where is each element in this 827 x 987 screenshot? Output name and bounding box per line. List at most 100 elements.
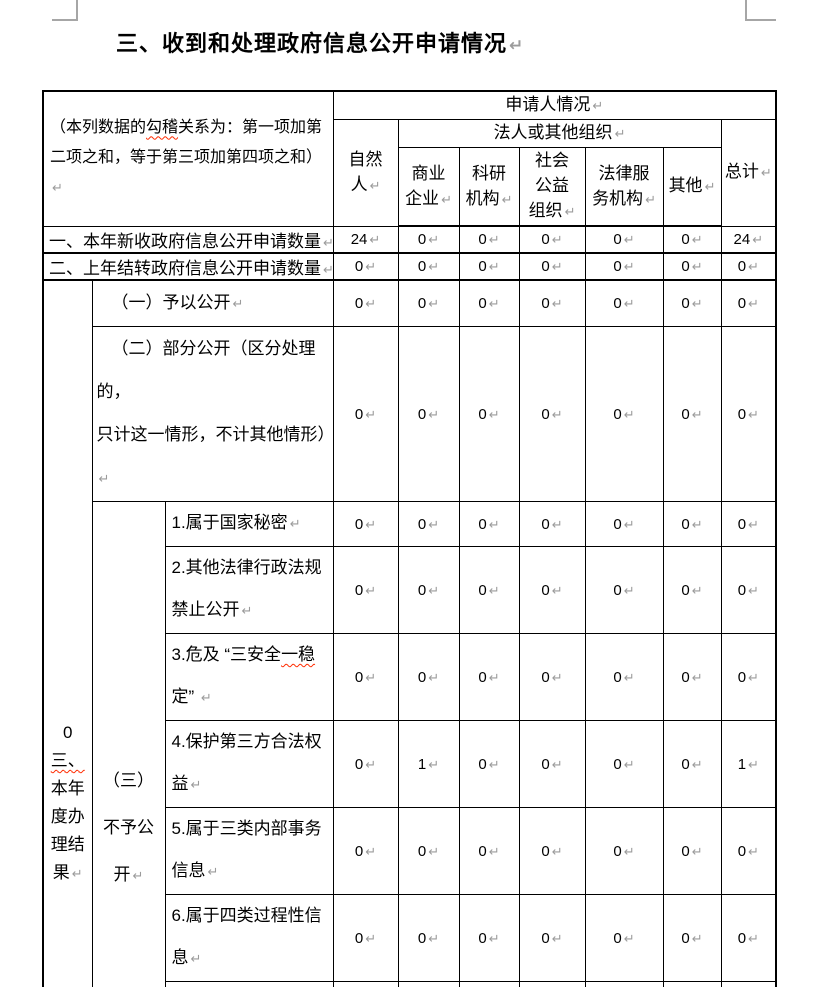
paragraph-mark: ↵ xyxy=(691,931,703,947)
cell-text: 0 xyxy=(681,258,690,275)
header-research: 科研 机构 ↵ xyxy=(458,147,520,227)
paragraph-mark: ↵ xyxy=(623,583,635,599)
paragraph-mark: ↵ xyxy=(52,181,63,197)
paragraph-mark: ↵ xyxy=(488,297,500,312)
cell-text: 0 xyxy=(541,929,550,947)
process-information-value-6: 0 ↵ xyxy=(720,894,777,982)
granted-value-0: 0 ↵ xyxy=(332,279,399,327)
endanger-stability-value-0: 0 ↵ xyxy=(332,633,399,721)
carried-over-value-6: 0 ↵ xyxy=(720,252,777,281)
paragraph-mark: ↵ xyxy=(551,233,563,248)
cell-text: 0 xyxy=(737,581,747,599)
cell-text: 0 xyxy=(681,295,690,312)
paragraph-mark: ↵ xyxy=(365,260,377,275)
paragraph-mark: ↵ xyxy=(691,757,703,773)
paragraph-mark: ↵ xyxy=(428,757,440,773)
paragraph-mark: ↵ xyxy=(365,583,377,599)
paragraph-mark: ↵ xyxy=(71,866,83,882)
carried-over-value-3: 0 ↵ xyxy=(518,252,586,281)
paragraph-mark: ↵ xyxy=(551,844,563,860)
cell-text: 0 xyxy=(417,515,427,533)
header-natural-person: 自然 人 ↵ xyxy=(332,119,399,227)
process-information-value-3: 0 ↵ xyxy=(518,894,586,982)
cell-text: 0 xyxy=(417,295,427,312)
other-laws-prohibit-value-3: 0 ↵ xyxy=(518,546,586,634)
cell-text: 0 xyxy=(613,929,622,947)
cell-text: 0 xyxy=(541,258,550,275)
cell-text: 0 xyxy=(354,258,364,275)
cell-text: 0 xyxy=(417,668,427,686)
other-laws-prohibit-value-1: 0 ↵ xyxy=(397,546,460,634)
new-received-value-2: 0 ↵ xyxy=(458,225,520,254)
paragraph-mark: ↵ xyxy=(365,670,377,686)
paragraph-mark: ↵ xyxy=(488,233,500,248)
paragraph-mark: ↵ xyxy=(551,757,563,773)
label-enforcement-files: 7.属于行政执法案卷↵ xyxy=(164,981,334,987)
process-information-value-1: 0 ↵ xyxy=(397,894,460,982)
margin-crop-mark-right xyxy=(745,0,776,21)
internal-affairs-value-4: 0 ↵ xyxy=(584,807,664,895)
paragraph-mark: ↵ xyxy=(704,180,716,195)
enforcement-files-value-3: 0↵ xyxy=(518,981,586,987)
applications-statistics-table: （本列数据的勾稽关系为：第一项加第 二项之和，等于第三项加第四项之和） ↵ 申请人… xyxy=(42,90,778,987)
paragraph-mark: ↵ xyxy=(190,952,202,967)
internal-affairs-value-2: 0 ↵ xyxy=(458,807,520,895)
paragraph-mark: ↵ xyxy=(551,517,563,533)
cell-text: 0 xyxy=(417,405,427,423)
table-row-other-laws-prohibit: 2.其他法律行政法规 禁止公开 ↵ 0 ↵ 0 ↵ 0 ↵ 0 ↵ 0 ↵ 0 ↵ 0 ↵ xyxy=(43,546,777,634)
cell-text: 0 xyxy=(681,842,690,860)
cell-text: （一）予以公开 xyxy=(111,293,231,312)
carried-over-value-5: 0 ↵ xyxy=(662,252,722,281)
cell-text: （三） 不予公 开 xyxy=(103,771,154,884)
new-received-value-3: 0 ↵ xyxy=(518,225,586,254)
state-secrets-value-3: 0 ↵ xyxy=(518,501,586,547)
cell-text: 0 xyxy=(478,258,487,275)
paragraph-mark: ↵ xyxy=(760,166,772,182)
paragraph-mark: ↵ xyxy=(623,757,635,773)
paragraph-mark: ↵ xyxy=(428,297,440,312)
state-secrets-value-6: 0 ↵ xyxy=(720,501,777,547)
other-laws-prohibit-value-5: 0 ↵ xyxy=(662,546,722,634)
paragraph-mark: ↵ xyxy=(551,670,563,686)
paragraph-mark: ↵ xyxy=(623,297,635,312)
cell-text: 2.其他法律行政法规 禁止公开 xyxy=(171,558,322,619)
paragraph-mark: ↵ xyxy=(428,233,440,248)
cell-text: 0 xyxy=(737,929,747,947)
cell-text: 0 xyxy=(417,581,427,599)
state-secrets-value-4: 0 ↵ xyxy=(584,501,664,547)
cell-text: 0 xyxy=(613,258,622,275)
new-received-value-6: 24 ↵ xyxy=(720,225,777,254)
cell-text: 0 xyxy=(541,842,550,860)
cell-text: 0 xyxy=(681,668,690,686)
new-received-value-5: 0 ↵ xyxy=(662,225,722,254)
cell-text: 一、本年新收政府信息公开申请数量 xyxy=(49,231,321,251)
paragraph-mark: ↵ xyxy=(551,407,563,423)
other-laws-prohibit-value-0: 0 ↵ xyxy=(332,546,399,634)
paragraph-mark: ↵ xyxy=(365,757,377,773)
header-legal-or-other-org: 法人或其他组织 ↵ xyxy=(397,119,722,148)
cell-text: 0 xyxy=(681,929,690,947)
paragraph-mark: ↵ xyxy=(551,931,563,947)
paragraph-mark: ↵ xyxy=(592,99,604,114)
cell-text: 0 xyxy=(417,929,427,947)
paragraph-mark: ↵ xyxy=(748,297,759,312)
paragraph-mark: ↵ xyxy=(691,260,703,275)
state-secrets-value-5: 0 ↵ xyxy=(662,501,722,547)
state-secrets-value-2: 0 ↵ xyxy=(458,501,520,547)
cell-text: 0 xyxy=(478,842,487,860)
paragraph-mark: ↵ xyxy=(428,260,440,275)
cell-text: 本年 度办 理结 果 xyxy=(50,778,85,882)
table-row-third-party-rights: 4.保护第三方合法权 益 ↵ 0 ↵ 1 ↵ 0 ↵ 0 ↵ 0 ↵ 0 ↵ 1 ↵ xyxy=(43,720,777,808)
cell-text: 0 xyxy=(478,515,487,533)
paragraph-mark: ↵ xyxy=(748,583,759,599)
cell-text: 0 xyxy=(354,515,364,533)
cell-text: 0 xyxy=(354,755,364,773)
header-text: 总计 xyxy=(724,162,759,182)
cell-text: 4.保护第三方合法权 益 xyxy=(171,732,322,793)
paragraph-mark: ↵ xyxy=(748,407,759,423)
cell-text: 3.危及 “三安全 xyxy=(171,645,282,664)
header-applicant-status: 申请人情况 ↵ xyxy=(332,90,777,120)
label-not-disclosed: （三） 不予公 开 ↵ xyxy=(91,501,166,987)
paragraph-mark: ↵ xyxy=(623,931,635,947)
cell-text: 24 xyxy=(350,230,368,248)
